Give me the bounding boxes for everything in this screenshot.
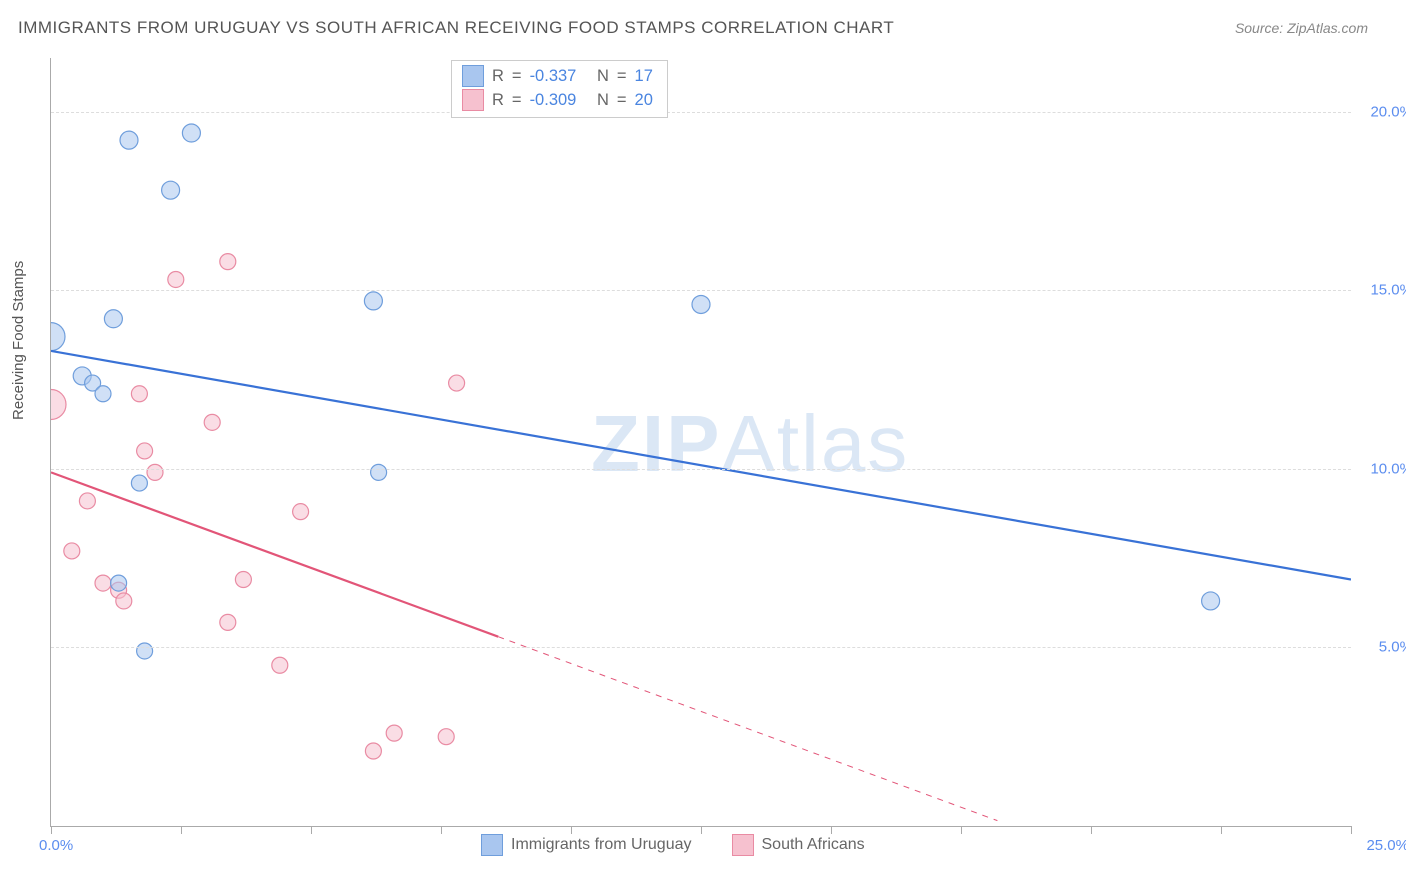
source-attribution: Source: ZipAtlas.com [1235, 20, 1368, 36]
data-point [120, 131, 138, 149]
swatch-sa [462, 89, 484, 111]
x-tick [571, 826, 572, 834]
data-point [73, 367, 91, 385]
regression-line [498, 637, 997, 821]
data-point [104, 310, 122, 328]
x-tick [441, 826, 442, 834]
plot-area: ZIPAtlas 5.0%10.0%15.0%20.0% 0.0% 25.0% … [50, 58, 1351, 827]
watermark: ZIPAtlas [591, 398, 909, 490]
data-point [365, 743, 381, 759]
swatch-uruguay [462, 65, 484, 87]
r-label: R [492, 88, 504, 112]
data-point [147, 464, 163, 480]
eq: = [512, 64, 522, 88]
data-point [95, 575, 111, 591]
y-tick-label: 10.0% [1370, 460, 1406, 477]
regression-line [51, 472, 498, 636]
x-tick [961, 826, 962, 834]
source-prefix: Source: [1235, 20, 1287, 36]
series-legend: Immigrants from Uruguay South Africans [481, 834, 865, 856]
data-point [111, 582, 127, 598]
chart-svg [51, 58, 1351, 826]
swatch-sa [732, 834, 754, 856]
x-tick [701, 826, 702, 834]
data-point [272, 657, 288, 673]
data-point [116, 593, 132, 609]
series-label-uruguay: Immigrants from Uruguay [511, 836, 692, 854]
r-value-uruguay: -0.337 [530, 64, 577, 88]
data-point [137, 443, 153, 459]
swatch-uruguay [481, 834, 503, 856]
y-tick-label: 20.0% [1370, 103, 1406, 120]
stats-row-uruguay: R = -0.337 N = 17 [462, 64, 653, 88]
regression-line [51, 351, 1351, 580]
chart-title: IMMIGRANTS FROM URUGUAY VS SOUTH AFRICAN… [18, 18, 894, 38]
y-tick-label: 5.0% [1379, 639, 1406, 656]
x-tick [1091, 826, 1092, 834]
source-name: ZipAtlas.com [1287, 20, 1368, 36]
n-value-sa: 20 [635, 88, 653, 112]
x-tick [311, 826, 312, 834]
watermark-light: Atlas [721, 399, 909, 488]
data-point [182, 124, 200, 142]
x-tick [181, 826, 182, 834]
data-point [51, 389, 66, 419]
data-point [131, 475, 147, 491]
data-point [1202, 592, 1220, 610]
x-axis-max-label: 25.0% [1366, 837, 1406, 854]
data-point [95, 386, 111, 402]
data-point [85, 375, 101, 391]
data-point [364, 292, 382, 310]
eq: = [617, 64, 627, 88]
r-value-sa: -0.309 [530, 88, 577, 112]
data-point [137, 643, 153, 659]
data-point [220, 614, 236, 630]
stats-row-sa: R = -0.309 N = 20 [462, 88, 653, 112]
r-label: R [492, 64, 504, 88]
data-point [204, 414, 220, 430]
data-point [79, 493, 95, 509]
eq: = [617, 88, 627, 112]
data-point [51, 323, 65, 351]
gridline [51, 647, 1351, 648]
n-label: N [597, 64, 609, 88]
legend-item-sa: South Africans [732, 834, 865, 856]
data-point [293, 504, 309, 520]
y-axis-label: Receiving Food Stamps [10, 261, 27, 420]
data-point [162, 181, 180, 199]
x-tick [1221, 826, 1222, 834]
stats-legend: R = -0.337 N = 17 R = -0.309 N = 20 [451, 60, 668, 118]
data-point [371, 464, 387, 480]
eq: = [512, 88, 522, 112]
gridline [51, 112, 1351, 113]
n-label: N [597, 88, 609, 112]
data-point [438, 729, 454, 745]
data-point [692, 295, 710, 313]
data-point [64, 543, 80, 559]
x-tick [831, 826, 832, 834]
watermark-bold: ZIP [591, 399, 721, 488]
data-point [111, 575, 127, 591]
data-point [131, 386, 147, 402]
y-tick-label: 15.0% [1370, 282, 1406, 299]
gridline [51, 469, 1351, 470]
legend-item-uruguay: Immigrants from Uruguay [481, 834, 692, 856]
gridline [51, 290, 1351, 291]
x-axis-min-label: 0.0% [39, 837, 73, 854]
data-point [168, 271, 184, 287]
data-point [386, 725, 402, 741]
x-tick [51, 826, 52, 834]
n-value-uruguay: 17 [635, 64, 653, 88]
data-point [235, 572, 251, 588]
data-point [449, 375, 465, 391]
data-point [220, 254, 236, 270]
x-tick [1351, 826, 1352, 834]
series-label-sa: South Africans [762, 836, 865, 854]
